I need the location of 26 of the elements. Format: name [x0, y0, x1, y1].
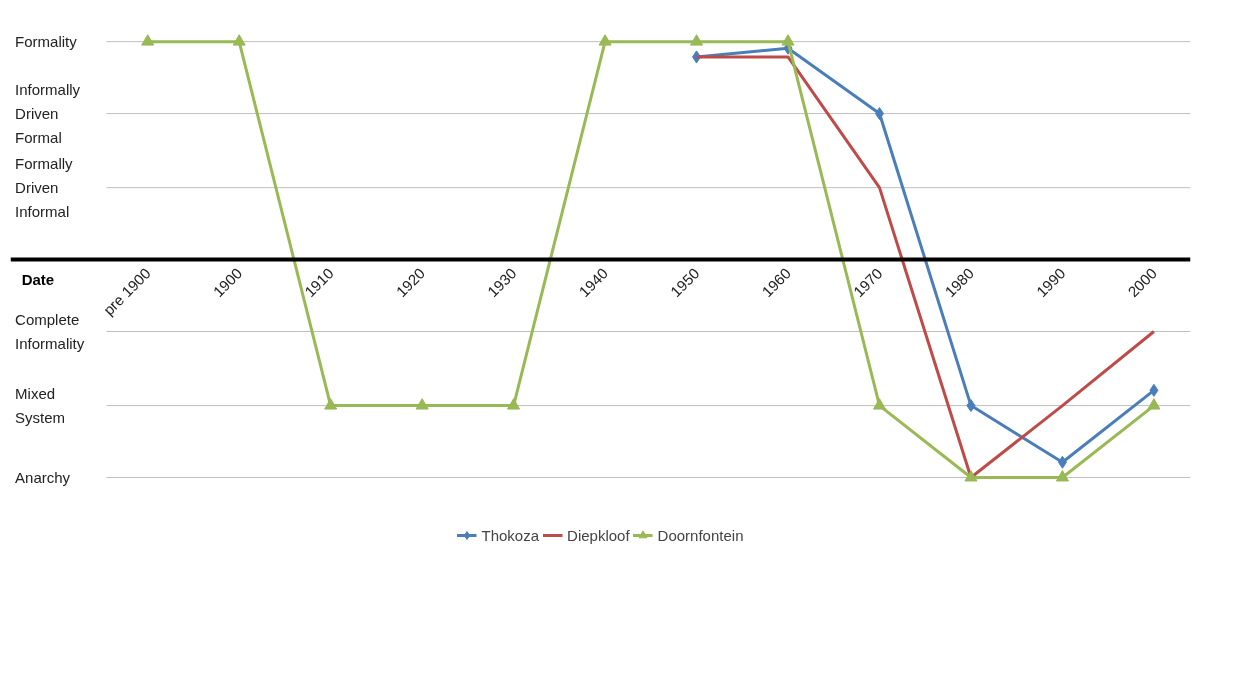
legend-label: Doornfontein: [657, 526, 744, 544]
point: [966, 399, 976, 413]
point: [507, 398, 521, 410]
point: [324, 398, 338, 410]
point: [874, 107, 884, 121]
point: [598, 34, 612, 46]
ref-line-label: Mixed System: [15, 385, 66, 427]
ref-line-label: Anarchy: [15, 469, 71, 487]
legend-label: Diepkloof: [567, 526, 630, 544]
point: [1055, 470, 1069, 482]
point: [872, 398, 886, 410]
point: [964, 470, 978, 482]
point: [232, 34, 246, 46]
ref-line-label: Formality: [15, 33, 78, 51]
x-axis-title: Date: [21, 271, 55, 289]
point: [141, 34, 155, 46]
legend-label: Thokoza: [481, 526, 540, 544]
ref-line-label: Formally Driven Informal: [15, 155, 74, 221]
point: [415, 398, 429, 410]
point: [690, 34, 704, 46]
ref-line-label: Complete Informality: [15, 311, 85, 352]
point: [781, 34, 795, 46]
point: [1149, 383, 1159, 397]
point: [1057, 455, 1067, 469]
ref-line-label: Informally Driven Formal: [15, 81, 81, 147]
point: [1147, 398, 1161, 410]
